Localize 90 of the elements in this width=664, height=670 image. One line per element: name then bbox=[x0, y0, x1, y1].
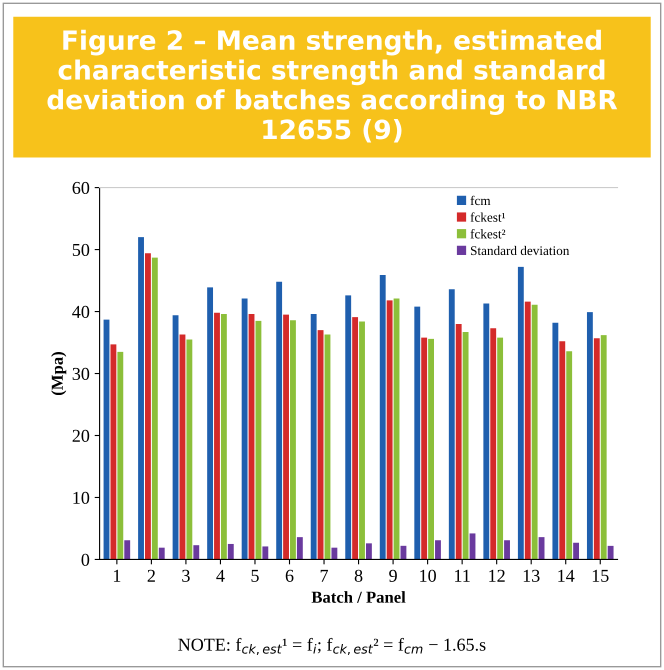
bar bbox=[255, 320, 262, 560]
x-tick-label: 13 bbox=[524, 570, 540, 582]
x-tick-label: 12 bbox=[489, 570, 505, 582]
bar bbox=[193, 545, 200, 560]
bar bbox=[394, 298, 400, 560]
bar bbox=[345, 295, 352, 560]
x-tick-label: 10 bbox=[420, 570, 436, 582]
legend-label: fcm bbox=[470, 196, 490, 206]
bar bbox=[310, 314, 317, 560]
bar bbox=[490, 328, 496, 560]
bar bbox=[552, 322, 558, 560]
bar bbox=[207, 287, 214, 560]
bar bbox=[462, 332, 469, 560]
legend-label: fckest¹ bbox=[470, 212, 506, 222]
bar bbox=[386, 300, 393, 560]
x-tick-label: 5 bbox=[252, 570, 259, 582]
bar bbox=[248, 314, 254, 560]
bar bbox=[290, 320, 296, 560]
y-tick-label: 10 bbox=[73, 492, 90, 504]
bar bbox=[504, 540, 510, 560]
bar bbox=[138, 237, 144, 560]
x-tick-label: 11 bbox=[455, 570, 470, 582]
bar bbox=[283, 314, 289, 560]
bar bbox=[186, 339, 192, 560]
x-tick-label: 1 bbox=[114, 570, 120, 582]
bar bbox=[538, 537, 544, 560]
bar bbox=[214, 312, 220, 560]
bar bbox=[180, 334, 186, 560]
bar bbox=[448, 289, 455, 560]
bar bbox=[524, 302, 531, 560]
x-tick-label: 6 bbox=[286, 570, 294, 582]
bar bbox=[110, 344, 116, 560]
bar bbox=[296, 537, 303, 560]
bar bbox=[586, 312, 593, 560]
bar bbox=[318, 330, 324, 560]
x-tick-label: 14 bbox=[558, 570, 574, 582]
bar bbox=[594, 338, 600, 560]
y-tick-label: 20 bbox=[72, 430, 90, 442]
bar bbox=[380, 274, 386, 560]
bar bbox=[414, 306, 420, 560]
bar bbox=[276, 282, 282, 560]
bar bbox=[117, 352, 124, 560]
y-tick-label: 30 bbox=[72, 368, 90, 380]
x-tick-label: 8 bbox=[354, 570, 362, 582]
bar bbox=[158, 548, 165, 560]
bar bbox=[456, 324, 462, 560]
bar bbox=[331, 548, 338, 560]
bar bbox=[104, 320, 110, 560]
text: NOTE: f$_{ck,est}$¹ = f$_{i}$; f$_{ck,est}$² = f$_{cm}$ − 1.65.s bbox=[178, 638, 486, 656]
x-tick-label: 7 bbox=[320, 570, 328, 582]
legend-label: fckest² bbox=[470, 229, 506, 238]
bar bbox=[470, 533, 476, 560]
bar bbox=[518, 266, 524, 560]
x-tick-label: 3 bbox=[182, 570, 190, 582]
y-tick-label: 50 bbox=[72, 244, 90, 256]
x-tick-label: 9 bbox=[389, 570, 397, 582]
bar bbox=[573, 542, 580, 560]
x-axis-title: Batch / Panel bbox=[312, 591, 406, 603]
bar bbox=[220, 314, 227, 560]
bar bbox=[421, 338, 428, 560]
x-tick-label: 2 bbox=[148, 570, 155, 582]
y-tick-label: 60 bbox=[72, 182, 90, 194]
bar bbox=[228, 544, 234, 560]
bar bbox=[359, 321, 365, 560]
bar bbox=[483, 303, 490, 560]
y-axis-title: (Mpa) bbox=[51, 352, 66, 396]
bar bbox=[324, 334, 330, 560]
bar bbox=[352, 317, 358, 560]
bar bbox=[497, 338, 504, 560]
bar bbox=[366, 543, 372, 560]
bar bbox=[566, 351, 572, 560]
bar bbox=[600, 335, 607, 560]
bar bbox=[435, 540, 441, 560]
bar bbox=[242, 298, 248, 560]
bar bbox=[559, 341, 566, 560]
bar bbox=[400, 546, 406, 560]
bar bbox=[532, 304, 538, 560]
x-tick-label: 15 bbox=[592, 570, 609, 582]
x-tick-label: 4 bbox=[216, 570, 225, 582]
legend-label: Standard deviation bbox=[470, 246, 570, 256]
bar bbox=[124, 540, 130, 560]
y-tick-label: 40 bbox=[72, 306, 90, 318]
bar bbox=[428, 338, 434, 560]
chart-title: Figure 2 – Mean strength, estimated characteristic strength and standard deviation of batches according to NBR 12655 (9) bbox=[47, 30, 618, 142]
bar bbox=[262, 546, 268, 560]
bar bbox=[152, 258, 158, 560]
bar bbox=[608, 546, 614, 560]
y-tick-label: 0 bbox=[82, 554, 90, 566]
bar bbox=[172, 315, 178, 560]
bar bbox=[145, 253, 151, 560]
